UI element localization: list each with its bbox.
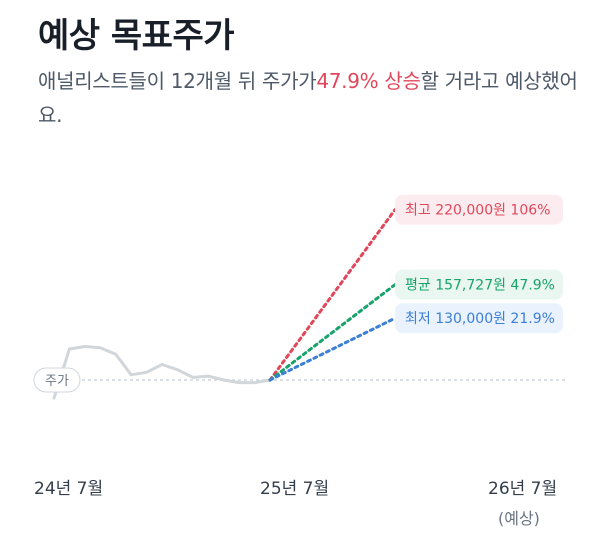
target-description: 애널리스트들이 12개월 뒤 주가가47.9% 상승할 거라고 예상했어요. <box>38 64 578 132</box>
target-label-bg-low <box>395 303 563 334</box>
price-history-line <box>52 345 272 400</box>
desc-before: 애널리스트들이 12개월 뒤 주가가 <box>38 69 317 93</box>
desc-highlight: 47.9% 상승 <box>316 69 421 93</box>
x-tick-label: 24년 7월 <box>34 479 104 499</box>
target-label-low: 최저 130,000원 21.9% <box>405 311 555 327</box>
target-line-avg <box>268 283 397 382</box>
target-label-avg: 평균 157,727원 47.9% <box>405 278 555 294</box>
target-line-high <box>268 208 397 382</box>
x-tick-note: (예상) <box>498 509 540 528</box>
x-tick-label: 25년 7월 <box>260 479 330 499</box>
target-label-bg-avg <box>395 269 563 300</box>
x-tick-label: 26년 7월 <box>488 479 558 499</box>
target-label-bg-high <box>395 194 563 225</box>
price-badge <box>33 367 81 393</box>
page-title: 예상 목표주가 <box>38 16 235 56</box>
target-label-high: 최고 220,000원 106% <box>405 203 550 219</box>
price-badge-label: 주가 <box>45 374 69 389</box>
desc-after: 할 거라고 예상했어요. <box>38 69 578 127</box>
target-line-low <box>268 316 397 382</box>
